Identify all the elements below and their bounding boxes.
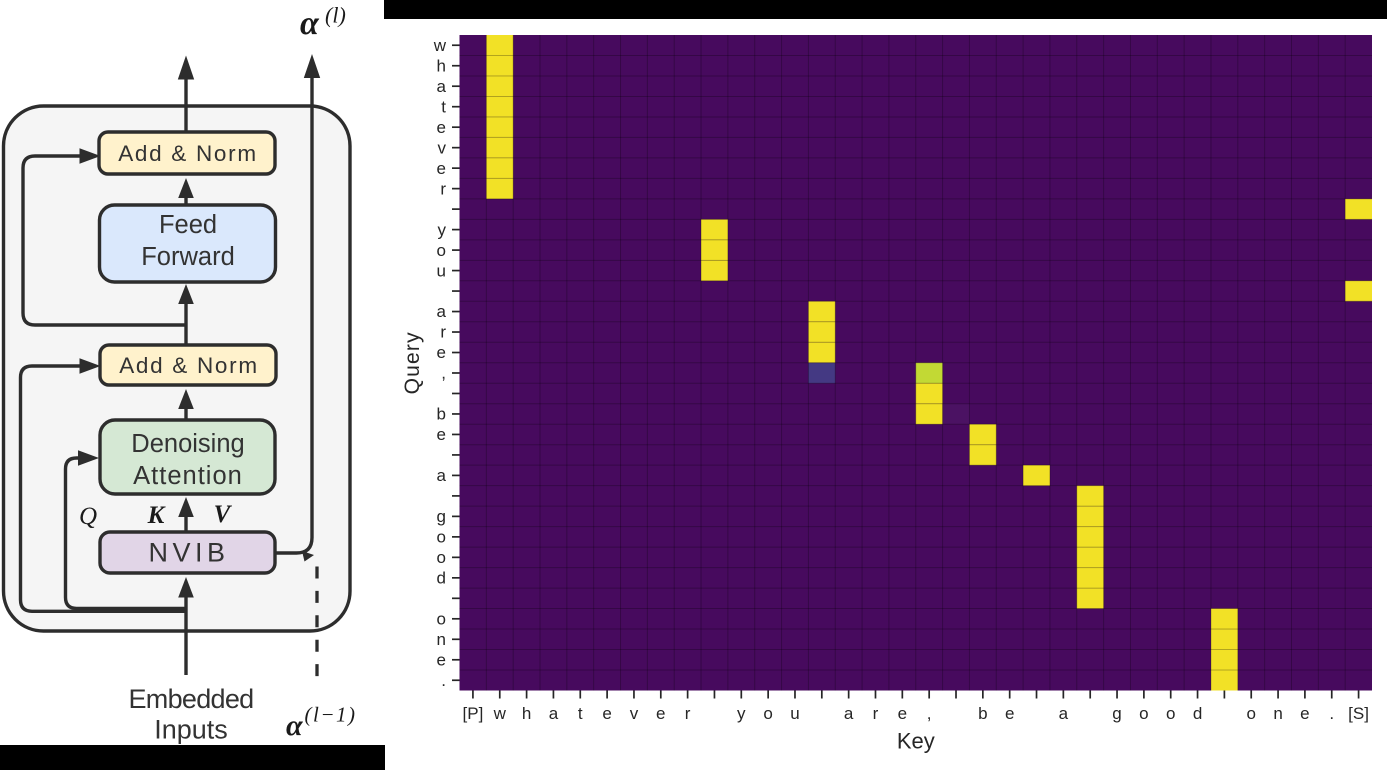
svg-text:(l): (l)	[325, 3, 346, 28]
svg-text:h: h	[437, 56, 446, 75]
svg-text:.: .	[1329, 704, 1334, 723]
svg-text:.: .	[441, 671, 446, 690]
svg-text:o: o	[437, 610, 446, 629]
svg-text:r: r	[440, 179, 446, 198]
svg-text:e: e	[602, 704, 611, 723]
svg-text:u: u	[790, 704, 799, 723]
svg-text:v: v	[630, 704, 639, 723]
svg-text:e: e	[437, 343, 446, 362]
svg-text:a: a	[437, 77, 447, 96]
svg-text:,: ,	[441, 364, 446, 383]
svg-text:r: r	[685, 704, 691, 723]
svg-text:a: a	[549, 704, 559, 723]
svg-text:o: o	[1166, 704, 1175, 723]
svg-text:e: e	[437, 118, 446, 137]
svg-text:Denoising: Denoising	[131, 430, 244, 458]
svg-text:o: o	[1139, 704, 1148, 723]
svg-text:Forward: Forward	[141, 243, 235, 271]
svg-text:α: α	[300, 5, 320, 42]
svg-text:n: n	[437, 630, 446, 649]
svg-text:Add & Norm: Add & Norm	[118, 141, 258, 166]
svg-text:g: g	[437, 507, 446, 526]
svg-text:,: ,	[927, 704, 932, 723]
svg-text:e: e	[1005, 704, 1014, 723]
svg-text:Key: Key	[897, 729, 935, 754]
svg-text:w: w	[493, 704, 507, 723]
svg-text:[S]: [S]	[1348, 704, 1369, 723]
svg-text:e: e	[898, 704, 907, 723]
svg-text:a: a	[1059, 704, 1069, 723]
svg-text:o: o	[763, 704, 772, 723]
svg-text:o: o	[437, 548, 446, 567]
svg-text:Embedded: Embedded	[129, 684, 254, 714]
svg-text:v: v	[438, 138, 447, 157]
svg-text:Attention: Attention	[133, 462, 243, 490]
svg-text:a: a	[844, 704, 854, 723]
svg-text:e: e	[1300, 704, 1309, 723]
svg-text:NVIB: NVIB	[148, 538, 229, 568]
svg-text:V: V	[214, 501, 233, 528]
svg-text:Add & Norm: Add & Norm	[119, 353, 259, 378]
svg-text:r: r	[440, 323, 446, 342]
svg-text:b: b	[978, 704, 987, 723]
svg-text:Feed: Feed	[159, 211, 217, 239]
svg-text:K: K	[147, 502, 167, 529]
svg-text:Query: Query	[401, 331, 424, 394]
svg-text:g: g	[1112, 704, 1121, 723]
svg-text:y: y	[737, 704, 746, 723]
svg-text:a: a	[437, 302, 447, 321]
svg-text:b: b	[437, 405, 446, 424]
svg-text:d: d	[1193, 704, 1202, 723]
svg-text:o: o	[1246, 704, 1255, 723]
svg-text:o: o	[437, 528, 446, 547]
svg-text:u: u	[437, 261, 446, 280]
svg-text:w: w	[433, 36, 447, 55]
svg-text:d: d	[437, 569, 446, 588]
svg-text:e: e	[656, 704, 665, 723]
svg-text:[P]: [P]	[463, 704, 484, 723]
svg-text:o: o	[437, 241, 446, 260]
svg-text:e: e	[437, 159, 446, 178]
svg-text:α: α	[286, 709, 303, 742]
svg-text:e: e	[437, 425, 446, 444]
svg-text:Q: Q	[79, 503, 97, 530]
svg-text:r: r	[873, 704, 879, 723]
svg-text:e: e	[437, 650, 446, 669]
svg-text:h: h	[522, 704, 531, 723]
svg-text:t: t	[578, 704, 583, 723]
svg-text:n: n	[1273, 704, 1282, 723]
svg-text:a: a	[437, 466, 447, 485]
svg-text:Inputs: Inputs	[154, 715, 228, 745]
svg-text:y: y	[438, 220, 447, 239]
svg-text:(l−1): (l−1)	[305, 703, 357, 727]
svg-text:t: t	[441, 97, 446, 116]
